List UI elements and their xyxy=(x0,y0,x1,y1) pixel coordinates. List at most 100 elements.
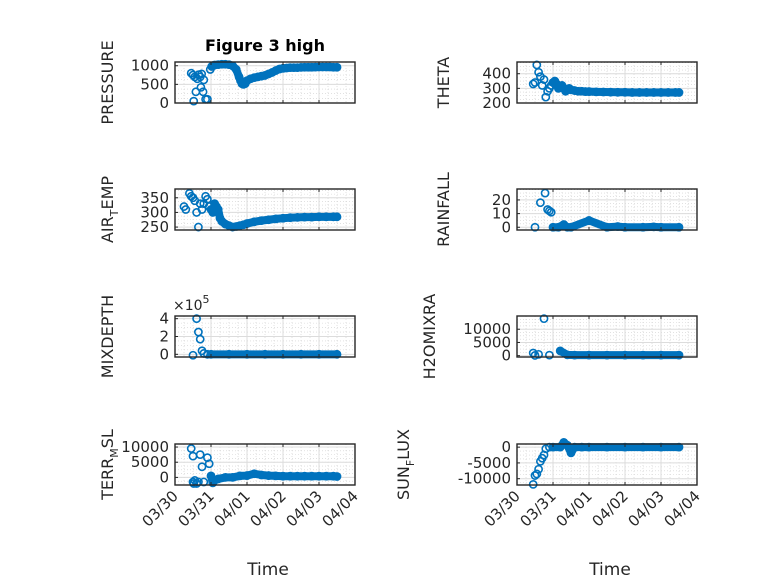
y-exponent-label: ×105 xyxy=(173,293,210,314)
figure-title: Figure 3 high xyxy=(205,36,325,55)
data-point xyxy=(188,350,198,360)
data-point xyxy=(186,444,196,453)
y-tick-label: 300 xyxy=(140,203,169,221)
data-point xyxy=(181,205,191,214)
data-series-dense xyxy=(549,77,683,97)
data-point xyxy=(204,459,214,469)
data-point xyxy=(189,479,199,488)
y-tick-label: 2 xyxy=(159,328,169,346)
y-tick-label: 0 xyxy=(501,218,511,236)
y-axis-label: RAINFALL xyxy=(434,172,453,247)
y-tick-label: 5000 xyxy=(473,333,511,351)
y-tick-label: 0 xyxy=(159,345,169,363)
y-axis-label: PRESSURE xyxy=(98,40,117,124)
data-point xyxy=(197,69,207,79)
y-tick-label: 20 xyxy=(492,191,511,209)
data-point xyxy=(539,314,549,324)
subplot-terr_msl: 0500010000TERRMSL03/3003/3104/0104/0204/… xyxy=(98,429,362,580)
data-point xyxy=(546,207,556,217)
y-axis-label: AIRTEMP xyxy=(98,176,121,243)
data-point xyxy=(528,79,538,89)
data-point xyxy=(541,92,551,102)
y-tick-label: 10000 xyxy=(463,320,511,338)
data-point xyxy=(534,464,543,474)
subplot-mixdepth: 024×105 MIXDEPTH xyxy=(98,293,356,378)
data-point xyxy=(537,81,547,90)
data-point xyxy=(530,222,540,232)
data-point xyxy=(534,349,543,359)
y-axis-label: H2OMIXRA xyxy=(420,294,439,380)
y-axis-label: TERRMSL xyxy=(98,429,121,501)
y-tick-label: 0 xyxy=(501,347,511,365)
y-tick-label: 200 xyxy=(482,94,511,112)
x-tick-label: 04/02 xyxy=(589,487,632,530)
data-point xyxy=(189,96,199,106)
y-tick-label: 10000 xyxy=(121,438,169,456)
data-point xyxy=(191,87,201,97)
y-axis-label: SUNFLUX xyxy=(394,429,417,500)
data-point xyxy=(195,450,205,460)
y-tick-label: 5000 xyxy=(131,453,169,471)
y-tick-label: 250 xyxy=(140,218,169,236)
data-point xyxy=(532,469,542,479)
x-tick-label: 04/03 xyxy=(625,487,668,530)
x-tick-label: 03/31 xyxy=(517,487,560,530)
data-point xyxy=(196,82,206,92)
y-tick-label: 500 xyxy=(140,75,169,93)
data-point xyxy=(192,314,201,324)
data-point xyxy=(195,334,205,344)
data-point xyxy=(197,462,207,472)
x-tick-label: 04/01 xyxy=(553,487,596,530)
data-series-dense xyxy=(207,60,341,89)
data-point xyxy=(197,205,207,214)
data-series-dense xyxy=(549,438,683,457)
axes-box xyxy=(516,61,698,104)
data-series-dense xyxy=(207,199,341,232)
data-point xyxy=(530,471,540,480)
axes-box xyxy=(174,443,356,486)
x-tick-label: 03/30 xyxy=(481,487,524,530)
data-point xyxy=(539,75,549,84)
data-point xyxy=(195,199,205,209)
y-tick-label: 10 xyxy=(492,205,511,223)
x-axis-label: Time xyxy=(246,560,289,580)
y-tick-label: 400 xyxy=(482,65,511,83)
y-tick-label: 300 xyxy=(482,79,511,97)
y-tick-label: 0 xyxy=(159,468,169,486)
y-tick-label: -5000 xyxy=(467,454,511,472)
axes-box xyxy=(516,188,698,231)
data-series-dense xyxy=(207,469,341,487)
x-axis-label: Time xyxy=(588,560,631,580)
y-tick-label: 0 xyxy=(501,438,511,456)
axes-box xyxy=(516,315,698,358)
x-tick-label: 04/04 xyxy=(319,487,362,530)
data-series-dense xyxy=(549,216,683,232)
y-tick-label: 1000 xyxy=(131,57,169,75)
axes-box xyxy=(174,61,356,104)
x-tick-label: 03/30 xyxy=(139,487,182,530)
x-tick-label: 04/03 xyxy=(283,487,326,530)
subplot-sun_flux: -10000-50000SUNFLUX03/3003/3104/0104/020… xyxy=(394,429,704,580)
axes-box xyxy=(516,443,698,486)
y-tick-label: -10000 xyxy=(458,470,511,488)
data-point xyxy=(536,198,545,208)
data-point xyxy=(530,351,540,360)
data-point xyxy=(193,327,203,337)
data-series-dense xyxy=(556,346,683,360)
x-tick-label: 04/04 xyxy=(661,487,704,530)
x-tick-label: 04/01 xyxy=(211,487,254,530)
y-tick-label: 0 xyxy=(159,94,169,112)
x-tick-label: 03/31 xyxy=(175,487,218,530)
data-point xyxy=(530,78,540,87)
y-tick-label: 4 xyxy=(159,310,169,328)
axes-box xyxy=(174,188,356,231)
x-tick-label: 04/02 xyxy=(247,487,290,530)
y-axis-label: THETA xyxy=(434,57,453,109)
